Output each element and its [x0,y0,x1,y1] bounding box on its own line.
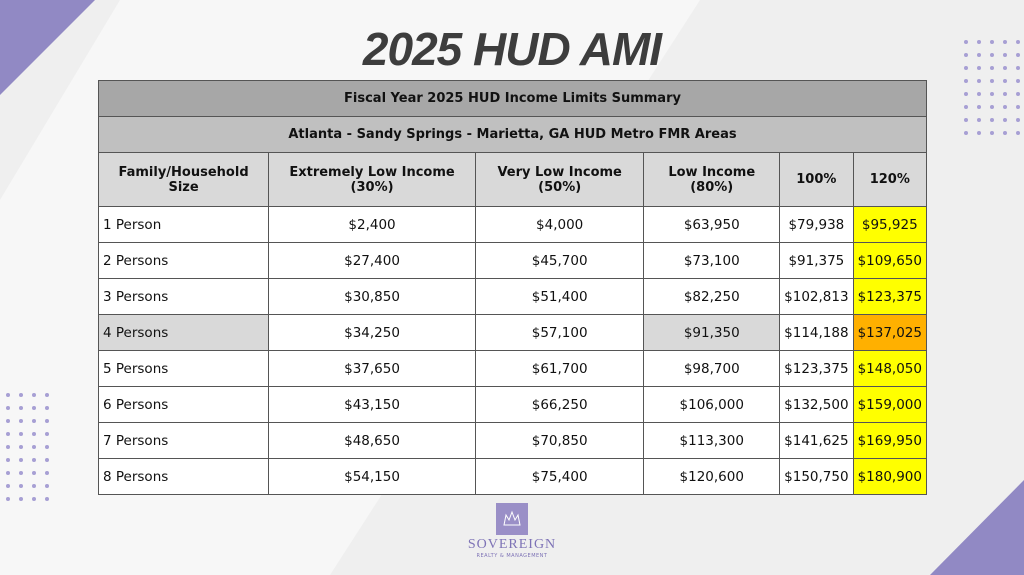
table-cell: $79,938 [779,206,854,243]
data-row: 1 Person $2,400 $4,000 $63,950 $79,938 $95,92… [97,206,928,243]
logo-mark [496,503,528,535]
data-row: 7 Persons $48,650 $70,850 $113,300 $141,625 $… [97,422,928,459]
table-cell: $95,925 [852,206,928,243]
subcaption-row: Atlanta - Sandy Springs - Marietta, GA H… [98,116,927,153]
header-cell: Extremely Low Income (30%) [268,152,476,207]
table-cell: $73,100 [643,242,781,279]
table-cell: $27,400 [268,242,476,279]
table-cell: $82,250 [643,278,781,315]
logo: SOVEREIGN REALTY & MANAGEMENT [462,503,562,559]
table-cell: $4,000 [474,206,645,243]
table-cell: $109,650 [852,242,928,279]
logo-name: SOVEREIGN [467,537,557,552]
table-cell: $150,750 [779,458,854,495]
data-row: 2 Persons $27,400 $45,700 $73,100 $91,375 $10… [97,242,928,279]
table-cell: 2 Persons [97,242,270,279]
header-cell: Low Income (80%) [643,152,781,207]
table-cell: 4 Persons [97,314,270,351]
table-cell: $57,100 [474,314,645,351]
table-cell: $106,000 [643,386,781,423]
table-cell: $2,400 [268,206,476,243]
table-cell: $102,813 [779,278,854,315]
table-cell: $48,650 [268,422,476,459]
table-cell: $159,000 [852,386,928,423]
table-cell: 6 Persons [97,386,270,423]
table-cell: $114,188 [779,314,854,351]
header-cell: 120% [852,152,928,207]
table-cell: $75,400 [474,458,645,495]
title: 2025 HUD AMI [362,23,662,75]
table-cell: $120,600 [643,458,781,495]
table-cell: $98,700 [643,350,781,387]
table-cell: $63,950 [643,206,781,243]
income-table: Fiscal Year 2025 HUD Income Limits Summa… [97,80,928,495]
table-cell: 1 Person [97,206,270,243]
table-cell: $61,700 [474,350,645,387]
logo-tagline: REALTY & MANAGEMENT [476,553,548,559]
table-cell: $180,900 [852,458,928,495]
table-cell: $43,150 [268,386,476,423]
table-cell: $137,025 [852,314,928,351]
table-cell: $123,375 [852,278,928,315]
table-cell: $37,650 [268,350,476,387]
header-row: Family/Household Size Extremely Low Incom… [97,152,928,207]
table-cell: $141,625 [779,422,854,459]
table-cell: 5 Persons [97,350,270,387]
data-row: 3 Persons $30,850 $51,400 $82,250 $102,813 $1… [97,278,928,315]
table-cell: $45,700 [474,242,645,279]
table-cell: $66,250 [474,386,645,423]
data-row: 4 Persons $34,250 $57,100 $91,350 $114,188 $1… [97,314,928,351]
table-cell: $132,500 [779,386,854,423]
data-row: 5 Persons $37,650 $61,700 $98,700 $123,375 $1… [97,350,928,387]
table-cell: $91,350 [643,314,781,351]
table-cell: $123,375 [779,350,854,387]
table-cell: 3 Persons [97,278,270,315]
table-cell: $54,150 [268,458,476,495]
table-cell: $34,250 [268,314,476,351]
table-cell: $91,375 [779,242,854,279]
table-cell: $30,850 [268,278,476,315]
header-cell: Very Low Income (50%) [474,152,645,207]
data-row: 6 Persons $43,150 $66,250 $106,000 $132,500 $… [97,386,928,423]
table-cell: 7 Persons [97,422,270,459]
data-row: 8 Persons $54,150 $75,400 $120,600 $150,750 $… [97,458,928,495]
caption-row: Fiscal Year 2025 HUD Income Limits Summa… [98,80,927,117]
header-cell: Fiscal Year 2025 HUD Income Limits Summa… [98,80,927,117]
table-cell: $51,400 [474,278,645,315]
header-cell: Atlanta - Sandy Springs - Marietta, GA H… [98,116,927,153]
crown-icon [503,510,521,526]
table-cell: $169,950 [852,422,928,459]
header-cell: Family/Household Size [97,152,270,207]
header-cell: 100% [779,152,854,207]
table-cell: $148,050 [852,350,928,387]
table-cell: $113,300 [643,422,781,459]
table-cell: $70,850 [474,422,645,459]
table-cell: 8 Persons [97,458,270,495]
